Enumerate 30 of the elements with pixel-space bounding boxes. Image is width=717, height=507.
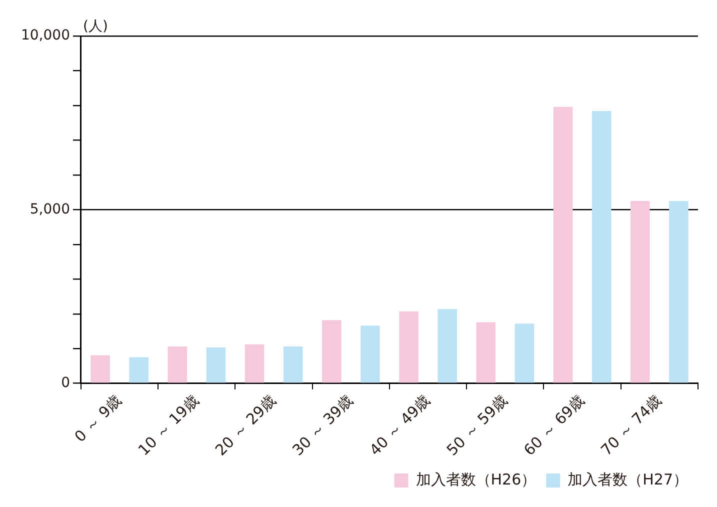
y-tick-label: 10,000 — [20, 28, 70, 44]
bar — [360, 326, 380, 383]
x-tick-label: 60 ～ 69歳 — [520, 392, 588, 460]
bar — [90, 355, 110, 383]
bar — [514, 324, 534, 383]
bar — [206, 348, 226, 383]
bar — [399, 311, 418, 383]
legend-label: 加入者数（H26） — [416, 470, 536, 488]
bar — [129, 357, 148, 383]
bar — [168, 346, 188, 383]
x-tick-label: 20 ～ 29歳 — [212, 392, 280, 460]
x-tick-label: 40 ～ 49歳 — [366, 392, 434, 460]
x-tick-label: 10 ～ 19歳 — [134, 392, 202, 460]
y-tick-label: 5,000 — [30, 201, 70, 218]
bar — [322, 320, 342, 383]
bar — [553, 106, 573, 383]
bar — [630, 200, 650, 383]
bar — [669, 200, 688, 383]
bar — [283, 346, 303, 383]
y-tick-label: 0 — [61, 374, 70, 391]
bar — [244, 344, 264, 383]
x-tick-label: 50 ～ 59歳 — [443, 392, 511, 460]
bar — [476, 322, 496, 383]
bar — [438, 308, 457, 383]
x-tick-label: 0 ～ 9歳 — [70, 392, 126, 446]
y-axis-title: (人) — [82, 18, 108, 35]
x-tick-label: 70 ～ 74歳 — [597, 392, 666, 460]
x-tick-label: 30 ～ 39歳 — [288, 392, 357, 460]
bar — [592, 111, 612, 383]
legend-label: 加入者数（H27） — [568, 470, 688, 488]
